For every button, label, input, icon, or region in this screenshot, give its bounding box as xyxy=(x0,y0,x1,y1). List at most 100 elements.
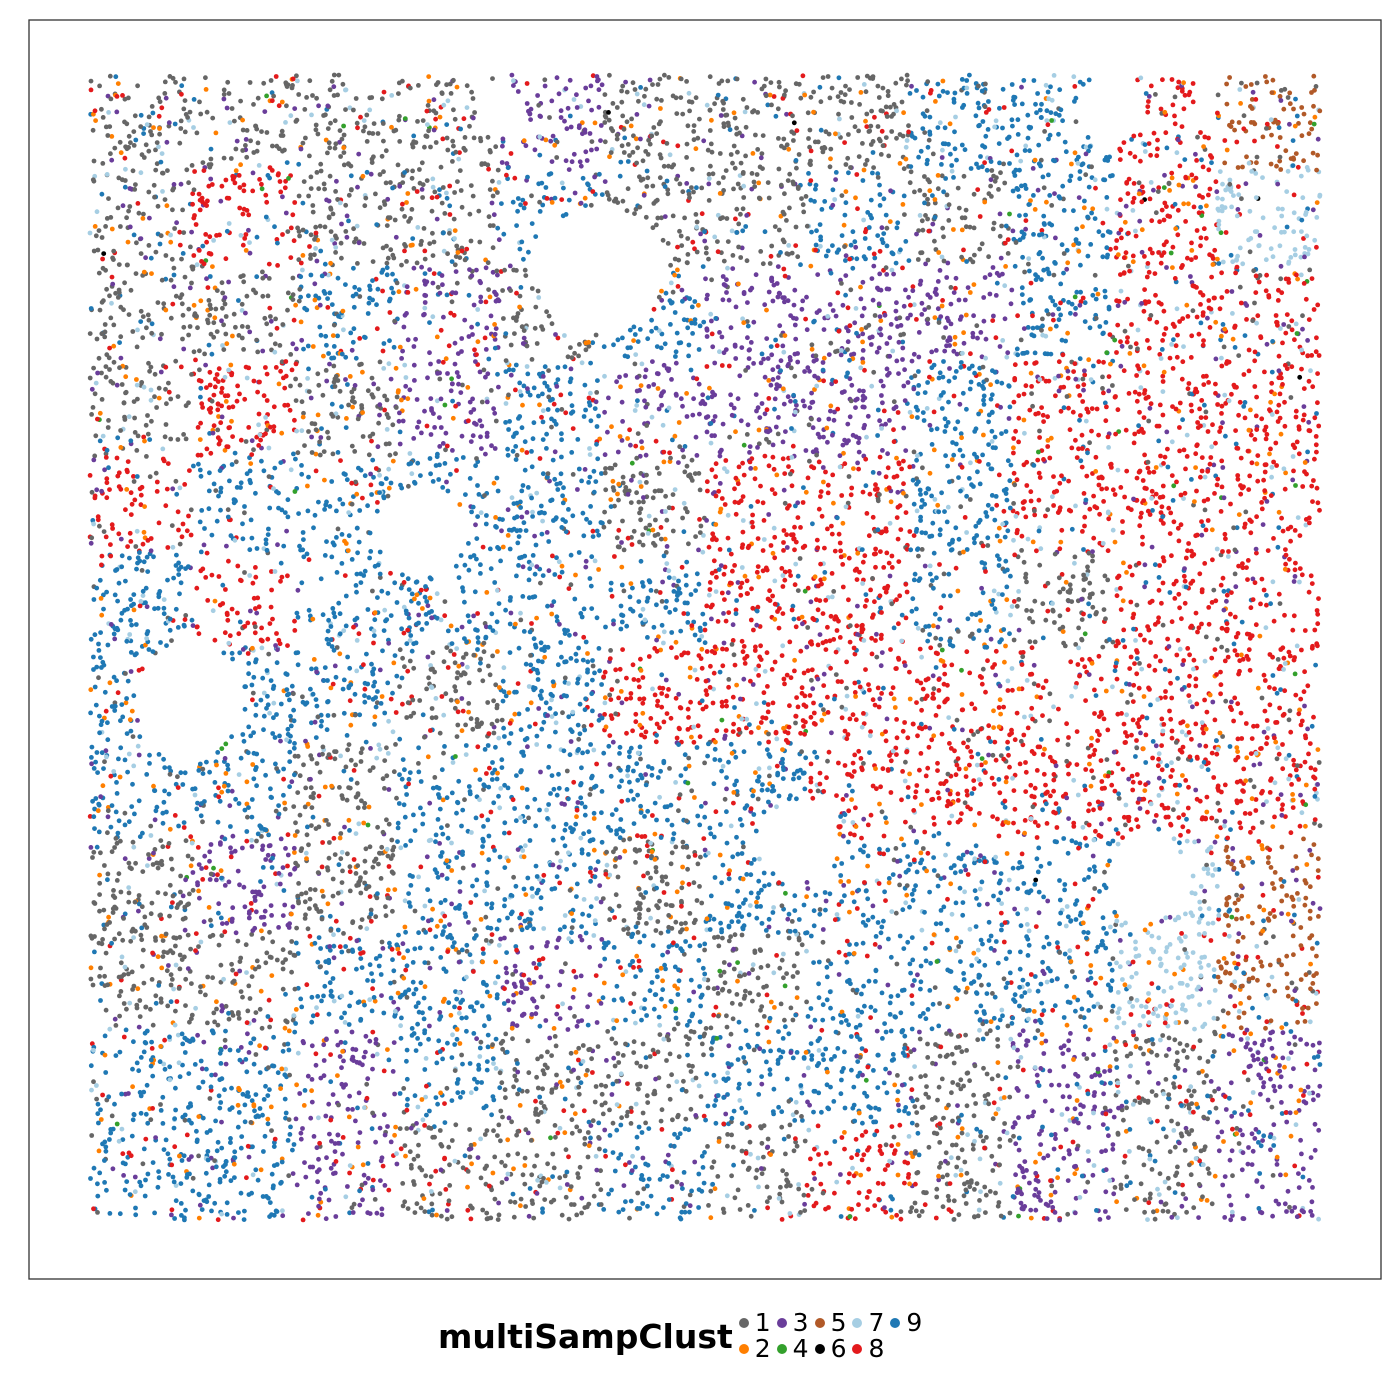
point-cluster-9 xyxy=(684,559,690,565)
point-cluster-7 xyxy=(407,638,413,643)
point-cluster-8 xyxy=(1157,219,1162,225)
point-cluster-1 xyxy=(861,761,866,766)
point-cluster-8 xyxy=(749,586,754,592)
point-cluster-3 xyxy=(422,300,428,305)
point-cluster-1 xyxy=(294,925,299,931)
point-cluster-9 xyxy=(732,705,737,710)
point-cluster-9 xyxy=(562,827,568,833)
point-cluster-1 xyxy=(1064,758,1070,764)
point-cluster-1 xyxy=(716,943,722,949)
point-cluster-1 xyxy=(404,1126,410,1131)
point-cluster-1 xyxy=(515,311,521,316)
point-cluster-9 xyxy=(374,508,380,514)
point-cluster-3 xyxy=(1265,1097,1271,1103)
point-cluster-9 xyxy=(1027,268,1032,274)
point-cluster-1 xyxy=(565,354,571,360)
point-cluster-8 xyxy=(88,87,94,93)
point-cluster-1 xyxy=(377,205,383,211)
point-cluster-1 xyxy=(678,95,684,100)
point-cluster-2 xyxy=(212,598,218,604)
point-cluster-9 xyxy=(352,691,358,697)
point-cluster-9 xyxy=(759,887,764,893)
point-cluster-9 xyxy=(456,778,462,784)
point-cluster-1 xyxy=(959,1049,965,1055)
point-cluster-9 xyxy=(328,1079,334,1085)
point-cluster-3 xyxy=(422,408,427,414)
point-cluster-5 xyxy=(1271,886,1277,891)
point-cluster-9 xyxy=(254,274,260,280)
point-cluster-9 xyxy=(552,476,558,482)
point-cluster-3 xyxy=(393,234,399,240)
point-cluster-9 xyxy=(229,734,235,740)
point-cluster-8 xyxy=(1142,637,1147,643)
point-cluster-9 xyxy=(579,765,584,771)
point-cluster-2 xyxy=(689,734,694,740)
point-cluster-3 xyxy=(948,301,954,307)
point-cluster-8 xyxy=(488,809,494,815)
point-cluster-9 xyxy=(218,1100,224,1105)
point-cluster-9 xyxy=(410,960,416,965)
point-cluster-5 xyxy=(1265,860,1271,866)
point-cluster-8 xyxy=(664,693,670,699)
point-cluster-8 xyxy=(1133,233,1139,239)
point-cluster-2 xyxy=(754,899,759,905)
point-cluster-9 xyxy=(751,857,757,862)
point-cluster-7 xyxy=(1199,764,1205,770)
point-cluster-8 xyxy=(873,546,878,552)
point-cluster-1 xyxy=(795,588,801,593)
point-cluster-8 xyxy=(1131,181,1137,186)
point-cluster-9 xyxy=(683,582,689,588)
point-cluster-9 xyxy=(109,803,115,808)
point-cluster-7 xyxy=(804,948,809,954)
point-cluster-9 xyxy=(770,871,776,877)
point-cluster-1 xyxy=(761,1014,767,1019)
point-cluster-1 xyxy=(181,324,187,330)
point-cluster-9 xyxy=(180,782,186,787)
point-cluster-1 xyxy=(644,921,649,926)
point-cluster-8 xyxy=(1290,805,1296,810)
point-cluster-3 xyxy=(947,618,953,623)
point-cluster-9 xyxy=(1060,183,1066,189)
point-cluster-8 xyxy=(1029,384,1034,389)
point-cluster-1 xyxy=(595,1044,601,1049)
point-cluster-2 xyxy=(850,890,855,896)
point-cluster-8 xyxy=(1316,353,1322,358)
point-cluster-1 xyxy=(303,785,309,791)
point-cluster-8 xyxy=(1128,654,1134,660)
point-cluster-8 xyxy=(817,781,823,787)
point-cluster-7 xyxy=(1220,259,1226,265)
point-cluster-3 xyxy=(720,297,726,303)
point-cluster-7 xyxy=(244,970,249,975)
point-cluster-9 xyxy=(697,943,703,949)
point-cluster-1 xyxy=(373,191,378,197)
point-cluster-1 xyxy=(279,128,285,134)
point-cluster-9 xyxy=(303,701,308,707)
point-cluster-1 xyxy=(937,1053,943,1059)
point-cluster-8 xyxy=(170,301,176,307)
point-cluster-1 xyxy=(126,899,132,905)
point-cluster-9 xyxy=(713,1120,719,1126)
point-cluster-1 xyxy=(955,1034,961,1039)
point-cluster-3 xyxy=(493,326,499,331)
point-cluster-8 xyxy=(1276,402,1282,408)
point-cluster-8 xyxy=(229,606,235,612)
point-cluster-7 xyxy=(706,176,712,182)
point-cluster-8 xyxy=(418,864,424,870)
point-cluster-2 xyxy=(1087,1027,1093,1033)
point-cluster-9 xyxy=(761,870,767,876)
point-cluster-9 xyxy=(1040,174,1046,180)
point-cluster-8 xyxy=(827,1161,833,1166)
point-cluster-1 xyxy=(230,967,236,973)
point-cluster-3 xyxy=(1117,938,1123,943)
point-cluster-9 xyxy=(553,729,558,735)
point-cluster-3 xyxy=(1261,1084,1266,1090)
point-cluster-3 xyxy=(1167,914,1173,920)
point-cluster-9 xyxy=(1099,1080,1105,1085)
point-cluster-8 xyxy=(842,140,847,146)
point-cluster-8 xyxy=(1279,807,1285,812)
point-cluster-1 xyxy=(1174,1050,1180,1055)
point-cluster-9 xyxy=(196,461,201,467)
point-cluster-1 xyxy=(939,173,945,179)
point-cluster-5 xyxy=(1266,982,1271,988)
point-cluster-9 xyxy=(309,994,315,1000)
